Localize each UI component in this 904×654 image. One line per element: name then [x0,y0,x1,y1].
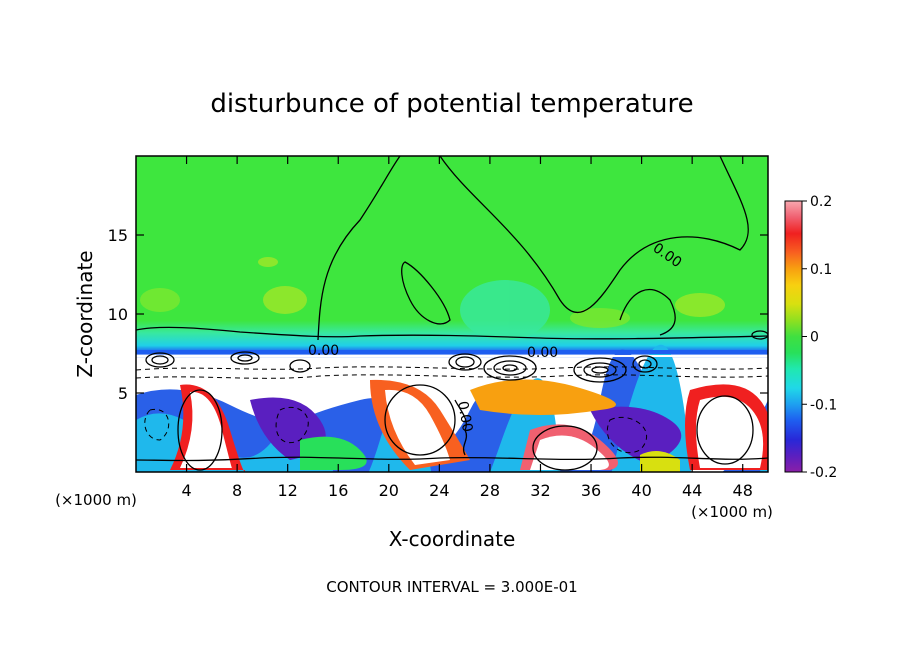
x-tick-label: 20 [379,481,399,500]
x-tick-label: 36 [581,481,601,500]
x-tick-label: 16 [328,481,348,500]
contour-label: 0.00 [454,400,475,433]
y-unit-label: (×1000 m) [55,491,137,509]
negative-contours [136,366,768,454]
colorbar-tick-label: 0.2 [810,194,832,210]
colorbar-tick-label: 0.1 [810,262,832,278]
x-tick-label: 44 [682,481,702,500]
contour-interval-annotation: CONTOUR INTERVAL = 3.000E-01 [326,578,577,596]
x-tick-label: 12 [278,481,298,500]
y-tick-label: 5 [118,384,128,403]
colorbar-tick-label: -0.1 [810,397,837,413]
x-tick-label: 40 [631,481,651,500]
chart-title: disturbunce of potential temperature [210,89,693,119]
x-tick-label: 48 [733,481,753,500]
y-axis: 5 10 15 [108,226,768,403]
contour-label: 0.00 [527,345,558,361]
colorbar-tick-label: -0.2 [810,465,837,481]
inversion-eddies [145,330,768,456]
x-axis: 4 8 12 16 20 24 28 32 36 40 44 48 [181,156,753,500]
y-tick-label: 10 [108,305,128,324]
x-tick-label: 24 [429,481,449,500]
upper-anomalies [140,257,725,340]
y-tick-label: 15 [108,226,128,245]
x-tick-label: 4 [181,481,191,500]
x-tick-label: 8 [232,481,242,500]
contour-lines [136,156,768,471]
contour-label: 0.00 [308,343,339,359]
x-axis-label: X-coordinate [389,527,516,551]
colorbar [784,200,803,473]
x-tick-label: 32 [530,481,550,500]
x-tick-label: 28 [480,481,500,500]
x-unit-label: (×1000 m) [691,503,773,521]
plot-area: 0.00 0.00 0.00 0.00 [136,156,768,472]
colorbar-tick-label: 0 [810,330,819,346]
y-axis-label: Z-coordinate [73,250,97,377]
colorbar-ticks: 0.2 0.1 0 -0.1 -0.2 [802,194,837,481]
